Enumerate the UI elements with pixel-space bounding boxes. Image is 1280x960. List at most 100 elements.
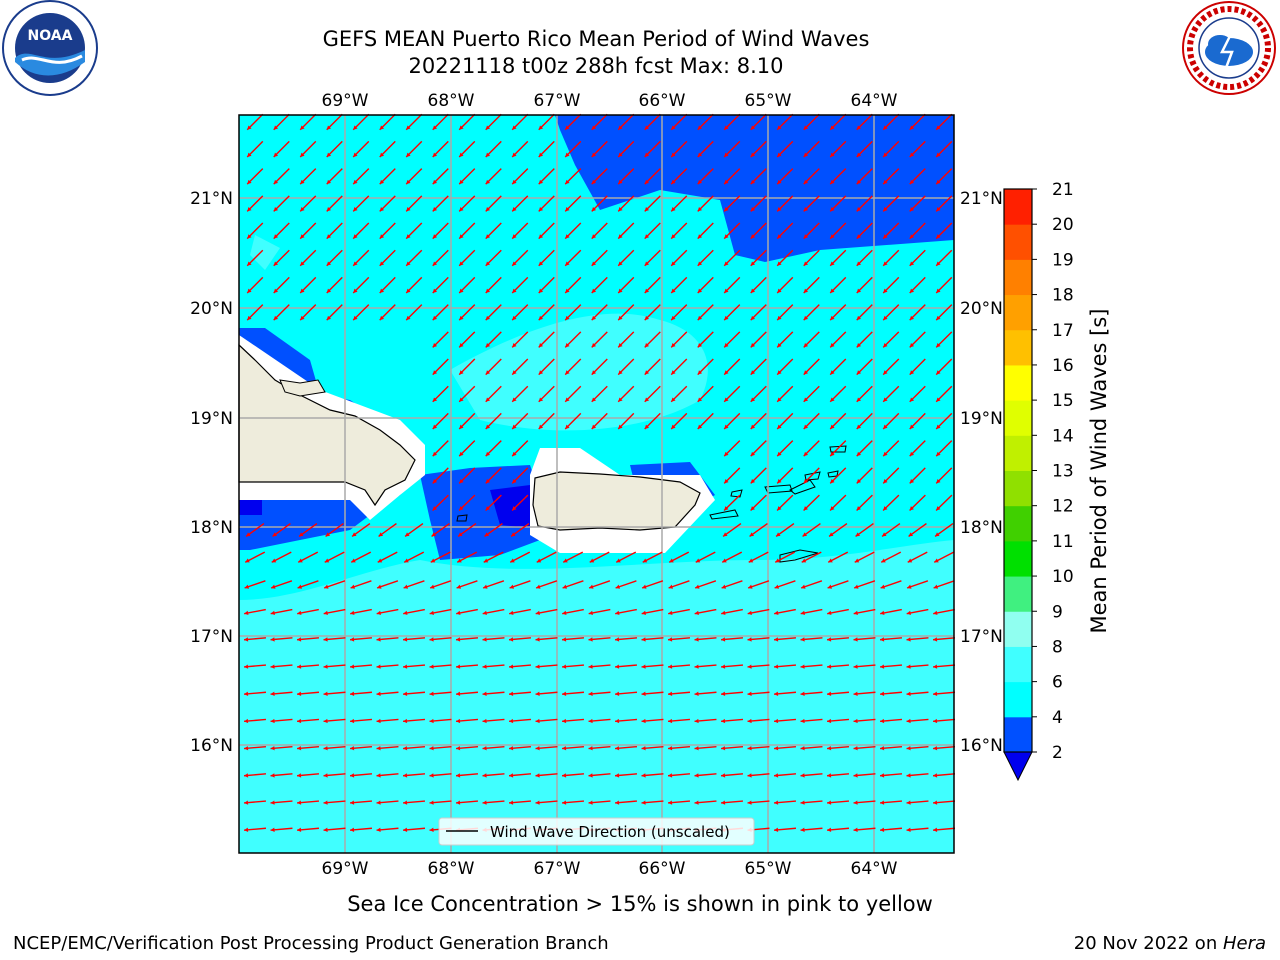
wind-arrow-head [721,610,726,616]
wind-arrow-head [512,451,517,457]
colorbar-ticks: 2 4 6 8 9 10 11 12 13 14 15 16 17 18 19 20 21 [1032,180,1074,763]
wind-arrow-head [856,506,861,511]
colorbar-tick-label: 17 [1052,321,1074,341]
wind-arrow-head [933,827,938,832]
wind-arrow-head [830,506,835,511]
wind-arrow-head [803,424,809,429]
wind-arrow-head [644,397,650,402]
wind-arrow-head [588,691,593,696]
wind-arrow-head [883,207,888,212]
wind-arrow-head [270,637,275,642]
wind-arrow-head [880,718,885,724]
wind-arrow-head [430,584,435,589]
wind-arrow-head [936,506,941,511]
grid-lines [239,115,954,853]
footer-machine: Hera [1222,933,1266,954]
wind-arrow-head [353,288,358,293]
map-title: GEFS MEAN Puerto Rico Mean Period of Win… [322,27,870,51]
wind-arrow-head [827,827,832,832]
wind-arrow-head [485,261,491,266]
wind-arrow-head [512,261,517,266]
wind-arrow-head [244,827,249,832]
colorbar-segment [1004,364,1032,401]
wind-arrow-head [694,664,699,669]
wind-arrow-head [827,637,832,642]
wind-arrow-head [459,315,464,321]
wind-arrow-head [803,370,809,375]
wind-arrow-head [830,370,835,375]
wind-arrow-head [482,746,487,751]
wind-arrow-head [668,773,673,778]
wind-arrow-head [777,207,782,212]
wind-arrow-head [270,664,275,669]
wind-arrow-head [935,532,940,537]
wind-arrow-head [512,179,517,185]
wind-arrow-head [350,718,355,724]
wind-arrow-head [906,718,911,724]
wind-arrow-head [588,637,593,642]
wind-arrow-head [695,584,700,589]
lat-tick: 19°N [960,409,1003,429]
wind-arrow-head [909,315,915,321]
wind-arrow-head [803,207,809,212]
wind-arrow-head [747,718,752,724]
wind-arrow-head [562,637,567,642]
wind-arrow-head [562,691,567,696]
wind-arrow-head [535,800,540,805]
colorbar-label: Mean Period of Wind Waves [s] [1087,309,1111,634]
wind-arrow-head [724,424,729,429]
lon-tick: 68°W [428,859,475,879]
wind-arrow-head [618,125,623,130]
lon-tick: 68°W [428,91,475,111]
wind-arrow-head [482,610,487,616]
wind-arrow-head [618,261,623,266]
wind-arrow-head [774,584,780,589]
wind-arrow-head [379,207,385,212]
wind-arrow-head [297,610,302,616]
wind-arrow-head [485,179,491,185]
wind-arrow-head [750,397,756,402]
wind-arrow-head [376,664,381,669]
wind-arrow-head [883,479,888,484]
wind-arrow-head [777,315,782,321]
wind-arrow-head [483,584,488,589]
lon-tick: 66°W [639,91,686,111]
wind-arrow-head [353,315,358,321]
wind-arrow-head [801,584,806,589]
wind-arrow-head [247,234,252,239]
wind-arrow-head [880,800,885,805]
wind-arrow-head [326,207,332,212]
wind-arrow-head [297,746,302,751]
wind-arrow-head [853,827,858,832]
wind-arrow-head [432,397,438,402]
wind-arrow-head [936,479,941,484]
wind-arrow-head [936,343,941,348]
wind-arrow-head [669,558,674,563]
wind-arrow-head [459,451,464,457]
wind-arrow-head [906,637,911,642]
wind-arrow-head [509,691,514,696]
wind-arrow-head [880,691,885,696]
wind-arrow-head [856,288,862,293]
wind-arrow-head [618,315,623,321]
wind-arrow-head [270,746,275,751]
wind-arrow-head [403,773,408,778]
wind-arrow-head [880,827,885,832]
wind-arrow-head [721,773,726,778]
wind-arrow-head [509,584,515,589]
wind-arrow-head [934,558,939,563]
wind-arrow-head [562,800,567,805]
wind-arrow-head [936,125,941,130]
colorbar-segment [1004,611,1032,647]
lat-ticks-right: 21°N 20°N 19°N 18°N 17°N 16°N [960,189,1003,756]
wind-arrow-head [482,718,487,724]
lat-tick: 17°N [190,627,233,647]
wind-arrow-head [641,773,646,778]
wind-arrow-head [856,424,862,429]
wind-arrow-head [909,370,915,375]
wind-arrow-head [830,451,835,457]
wind-arrow-head [776,532,781,537]
wind-arrow-head [535,610,540,616]
wind-arrow-head [909,234,915,239]
wind-arrow-head [538,179,544,185]
